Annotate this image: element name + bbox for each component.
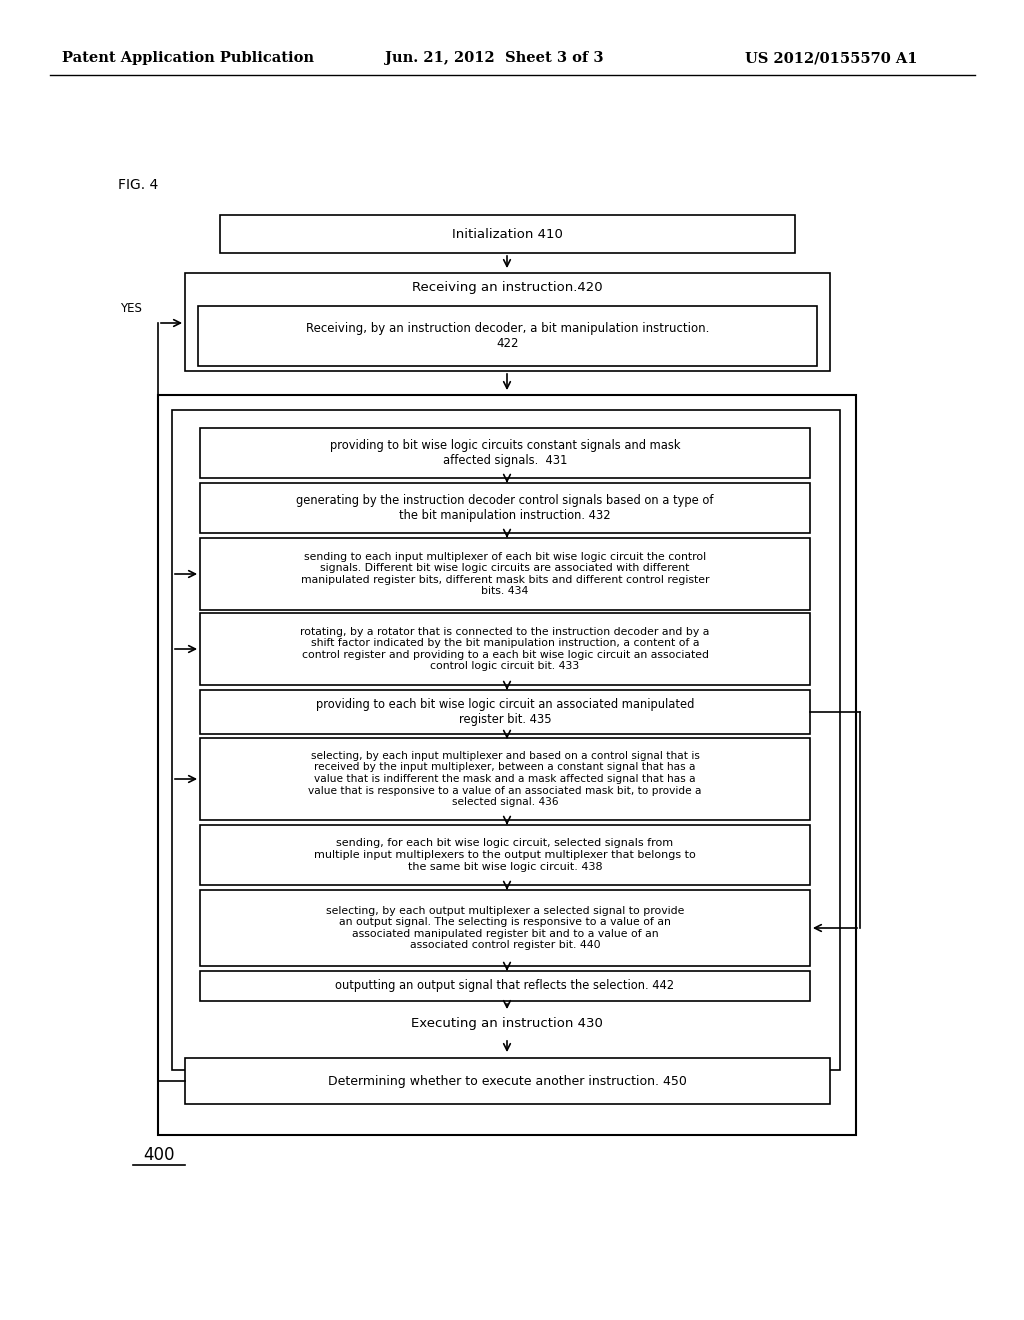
Bar [198,306,817,366]
Text: Initialization 410: Initialization 410 [452,227,563,240]
Bar [185,273,830,371]
Bar [200,972,810,1001]
Text: 400: 400 [143,1146,174,1164]
Bar [172,411,840,1071]
Text: selecting, by each output multiplexer a selected signal to provide
an output sig: selecting, by each output multiplexer a … [326,906,684,950]
Bar [200,890,810,966]
Text: rotating, by a rotator that is connected to the instruction decoder and by a
shi: rotating, by a rotator that is connected… [300,627,710,672]
Text: providing to each bit wise logic circuit an associated manipulated
register bit.: providing to each bit wise logic circuit… [315,698,694,726]
Text: US 2012/0155570 A1: US 2012/0155570 A1 [745,51,918,65]
Text: YES: YES [120,302,142,315]
Bar [200,690,810,734]
Text: generating by the instruction decoder control signals based on a type of
the bit: generating by the instruction decoder co… [296,494,714,521]
Text: selecting, by each input multiplexer and based on a control signal that is
recei: selecting, by each input multiplexer and… [308,751,701,808]
Text: Patent Application Publication: Patent Application Publication [62,51,314,65]
Bar [200,539,810,610]
Text: sending, for each bit wise logic circuit, selected signals from
multiple input m: sending, for each bit wise logic circuit… [314,838,696,871]
Bar [220,215,795,253]
Bar [185,1059,830,1104]
Text: Receiving an instruction.420: Receiving an instruction.420 [413,281,603,294]
Bar [200,612,810,685]
Bar [200,825,810,884]
Text: FIG. 4: FIG. 4 [118,178,159,191]
Text: Receiving, by an instruction decoder, a bit manipulation instruction.
422: Receiving, by an instruction decoder, a … [306,322,710,350]
Bar [200,428,810,478]
Text: Jun. 21, 2012  Sheet 3 of 3: Jun. 21, 2012 Sheet 3 of 3 [385,51,603,65]
Text: providing to bit wise logic circuits constant signals and mask
affected signals.: providing to bit wise logic circuits con… [330,440,680,467]
Text: Determining whether to execute another instruction. 450: Determining whether to execute another i… [328,1074,687,1088]
Text: outputting an output signal that reflects the selection. 442: outputting an output signal that reflect… [336,979,675,993]
Bar [158,395,856,1135]
Text: Executing an instruction 430: Executing an instruction 430 [411,1018,603,1031]
Bar [200,738,810,820]
Bar [200,483,810,533]
Text: sending to each input multiplexer of each bit wise logic circuit the control
sig: sending to each input multiplexer of eac… [301,552,710,597]
